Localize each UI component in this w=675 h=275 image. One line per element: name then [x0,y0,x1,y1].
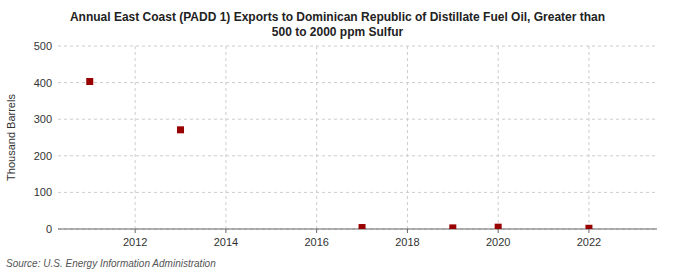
y-axis-label: Thousand Barrels [5,94,17,181]
x-tick-label: 2012 [123,236,147,248]
y-tick-label: 200 [34,150,52,162]
x-grid-line [135,46,136,229]
x-tick [498,229,499,233]
y-tick-label: 300 [34,113,52,125]
y-tick-label: 100 [34,186,52,198]
x-tick [135,229,136,233]
x-tick-label: 2022 [577,236,601,248]
x-tick [588,229,589,233]
x-tick-label: 2018 [395,236,419,248]
y-grid-line [58,119,657,120]
chart: Annual East Coast (PADD 1) Exports to Do… [0,0,675,275]
x-grid-line [498,46,499,229]
x-tick [407,229,408,233]
y-tick-label: 400 [34,77,52,89]
y-grid-line [58,46,657,47]
y-grid-line [58,192,657,193]
data-point [585,225,592,229]
y-grid-line [58,82,657,83]
data-point [86,78,93,85]
x-tick [316,229,317,233]
title: Annual East Coast (PADD 1) Exports to Do… [70,10,605,39]
x-tick-label: 2020 [486,236,510,248]
x-grid-line [407,46,408,229]
data-point [495,224,502,229]
data-point [449,224,456,229]
x-tick-label: 2014 [214,236,238,248]
x-tick [225,229,226,233]
y-tick-label: 0 [46,223,52,235]
points [86,78,592,229]
x-grid-line [588,46,589,229]
y-grid-line [58,229,657,230]
data-point [177,126,184,133]
source-note: Source: U.S. Energy Information Administ… [6,258,216,269]
y-grid-line [58,155,657,156]
data-point [359,224,366,229]
x-tick-label: 2016 [304,236,328,248]
y-tick-label: 500 [34,40,52,52]
x-axis-line [58,229,657,230]
x-grid-line [316,46,317,229]
x-grid-line [225,46,226,229]
chart-container: Annual East Coast (PADD 1) Exports to Do… [0,0,675,275]
grid [58,46,657,229]
